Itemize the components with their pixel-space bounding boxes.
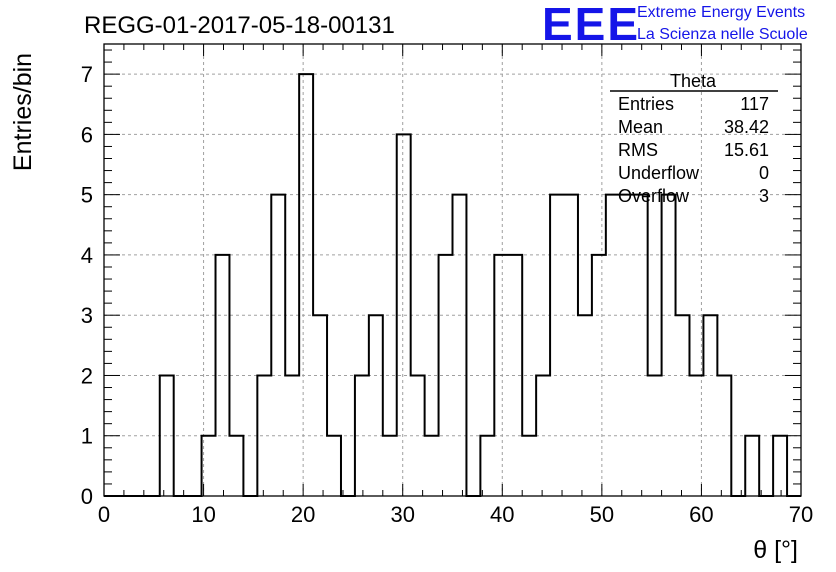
histogram-bin [550,195,564,496]
stats-rms-label: RMS [618,140,658,160]
histogram-bin [578,315,592,496]
stats-overflow-value: 3 [759,186,769,206]
x-tick-label: 70 [789,502,813,527]
histogram-bin [383,436,397,496]
y-tick-label: 6 [81,122,93,147]
x-tick-label: 20 [291,502,315,527]
y-tick-label: 1 [81,424,93,449]
x-tick-label: 40 [490,502,514,527]
histogram-bin [620,195,634,496]
y-tick-label: 2 [81,363,93,388]
axis-ticks [103,44,802,497]
histogram-bin [745,436,759,496]
y-tick-label: 5 [81,183,93,208]
logo-line-2: La Scienza nelle Scuole [637,26,808,43]
stats-rms-value: 15.61 [724,140,769,160]
chart-title: REGG-01-2017-05-18-00131 [84,12,395,39]
grid [104,44,801,496]
histogram-bin [522,436,536,496]
histogram-bin [676,315,690,496]
histogram-bin [703,315,717,496]
histogram-bin [425,436,439,496]
histogram-bin [606,195,620,496]
stats-entries-label: Entries [618,94,674,114]
y-tick-label: 4 [81,243,93,268]
histogram-bin [299,74,313,496]
x-tick-label: 0 [98,502,110,527]
histogram-bin [634,195,648,496]
eee-logo: EEE Extreme Energy Events La Scienza nel… [542,0,808,50]
stats-mean-value: 38.42 [724,117,769,137]
histogram-bin [229,436,243,496]
x-axis-label: θ [°] [753,536,798,564]
logo-line-1: Extreme Energy Events [637,4,805,21]
plot-frame [103,43,802,497]
stats-box: Theta Entries 117 Mean 38.42 RMS 15.61 U… [610,71,778,206]
x-tick-label: 10 [191,502,215,527]
histogram-bin [453,195,467,496]
y-axis-label: Entries/bin [9,53,37,171]
histogram-bin [773,436,787,496]
histogram-bin [271,195,285,496]
x-tick-label: 30 [390,502,414,527]
y-tick-label: 0 [81,484,93,509]
stats-overflow-label: Overflow [618,186,690,206]
x-tick-label: 60 [689,502,713,527]
histogram-bin [369,315,383,496]
histogram-bin [327,436,341,496]
histogram-outline [104,73,801,497]
stats-underflow-value: 0 [759,163,769,183]
y-tick-label: 7 [81,62,93,87]
histogram-bin [648,375,662,496]
histogram-bin [480,436,494,496]
stats-underflow-label: Underflow [618,163,700,183]
histogram-bin [564,195,578,496]
histogram-bin [313,315,327,496]
stats-mean-label: Mean [618,117,663,137]
x-tick-label: 50 [590,502,614,527]
histogram-bin [257,375,271,496]
logo-mark: EEE [542,0,640,50]
histogram-bin [662,195,676,496]
stats-box-title: Theta [670,71,717,91]
y-tick-label: 3 [81,303,93,328]
histogram-series [104,73,801,497]
histogram-bin [216,255,230,496]
stats-entries-value: 117 [740,94,769,114]
